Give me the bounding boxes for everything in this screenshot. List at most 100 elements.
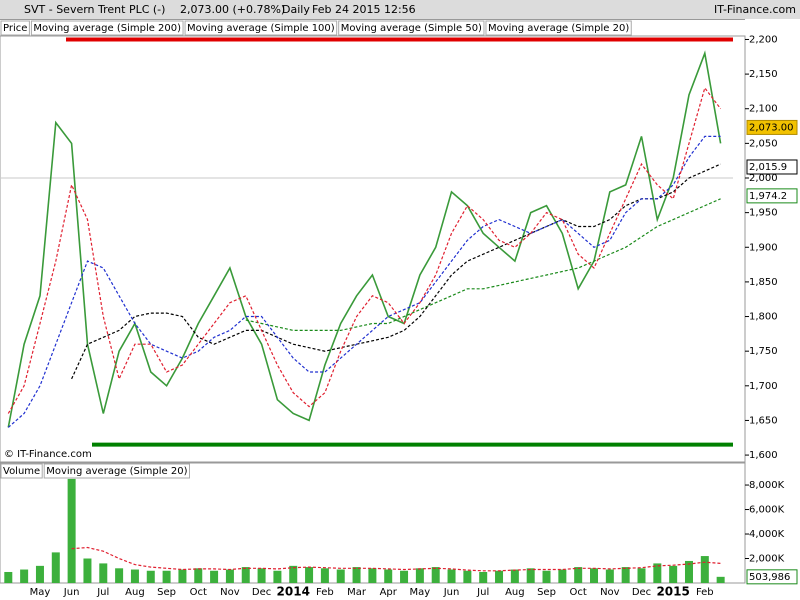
y-tick-label: 1,850: [749, 277, 778, 288]
volume-bar: [495, 570, 504, 583]
volume-bar: [225, 569, 234, 583]
volume-bar: [35, 565, 44, 583]
volume-bar: [415, 568, 424, 583]
x-tick-label: Oct: [190, 587, 207, 598]
y-tick-label: 1,750: [749, 346, 778, 357]
y-tick-label: 2,100: [749, 104, 778, 115]
separator: [0, 19, 745, 20]
legend-box: [0, 463, 43, 479]
volume-bar: [621, 567, 630, 583]
x-tick-label: Feb: [316, 587, 334, 598]
x-tick-label: Sep: [157, 587, 176, 598]
y-tick-label: 1,650: [749, 415, 778, 426]
volume-bar: [479, 571, 488, 583]
volume-bar: [700, 556, 709, 583]
volume-bar: [558, 569, 567, 583]
moving-average-line: [71, 163, 721, 380]
volume-bar: [83, 558, 92, 583]
x-tick-label: 2015: [656, 585, 689, 599]
x-tick-label: Aug: [505, 587, 525, 598]
volume-bar: [368, 568, 377, 583]
y-tick-label: 1,600: [749, 450, 778, 461]
moving-average-line: [245, 198, 721, 331]
volume-bar: [447, 569, 456, 583]
volume-bar: [431, 567, 440, 583]
legend-entry: Moving average (Simple 20): [46, 466, 187, 477]
moving-average-line: [7, 135, 721, 428]
legend-box: [485, 20, 632, 36]
moving-average-line: [7, 86, 722, 414]
volume-bar: [510, 569, 519, 583]
volume-bar: [20, 569, 29, 583]
volume-bar: [684, 560, 693, 583]
legend-box: [43, 463, 190, 479]
legend-entry: Moving average (Simple 50): [341, 23, 482, 34]
value-tag: [746, 119, 798, 135]
x-tick-label: Sep: [537, 587, 556, 598]
volume-bar: [289, 565, 298, 583]
header-timestamp: Feb 24 2015 12:56: [312, 3, 416, 16]
volume-bar: [67, 478, 76, 583]
value-tag-label: 1,974.2: [749, 191, 787, 202]
legend-box: [30, 20, 184, 36]
header-title: SVT - Severn Trent PLC (-): [24, 3, 165, 16]
volume-bar: [590, 568, 599, 583]
volume-bar: [115, 568, 124, 583]
legend-box: [338, 20, 485, 36]
y-tick-label: 6,000K: [749, 505, 785, 516]
volume-bar: [574, 567, 583, 583]
y-tick-label: 1,950: [749, 208, 778, 219]
x-tick-label: Jun: [63, 587, 80, 598]
header-quote: 2,073.00 (+0.78%): [180, 3, 285, 16]
price-line: [7, 50, 722, 428]
x-tick-label: Jun: [443, 587, 460, 598]
x-tick-label: Apr: [380, 587, 398, 598]
volume-bar: [526, 568, 535, 583]
y-tick-label: 1,800: [749, 312, 778, 323]
y-tick-label: 2,000K: [749, 554, 785, 565]
price-panel: [0, 35, 746, 463]
volume-bar: [716, 576, 725, 583]
volume-bar: [194, 568, 203, 583]
watermark: © IT-Finance.com: [4, 449, 92, 460]
value-tag: [746, 569, 798, 585]
y-tick-label: 2,150: [749, 69, 778, 80]
legend-entry: Volume: [3, 466, 40, 477]
x-tick-label: Dec: [252, 587, 271, 598]
volume-bar: [653, 563, 662, 583]
x-tick-label: Nov: [220, 587, 240, 598]
value-tag: [746, 159, 798, 175]
volume-bar: [51, 552, 60, 583]
volume-bar: [605, 569, 614, 583]
volume-bar: [210, 570, 219, 583]
volume-bar: [400, 570, 409, 583]
volume-bar: [320, 568, 329, 583]
volume-bar: [146, 570, 155, 583]
volume-bar: [542, 570, 551, 583]
x-tick-label: Dec: [632, 587, 651, 598]
volume-bar: [130, 569, 139, 583]
legend-entry: Moving average (Simple 20): [488, 23, 629, 34]
volume-bar: [273, 570, 282, 583]
y-tick-label: 2,200: [749, 34, 778, 45]
y-tick-label: 1,900: [749, 242, 778, 253]
volume-bar: [178, 569, 187, 583]
y-tick-label: 2,050: [749, 138, 778, 149]
x-tick-label: Feb: [696, 587, 714, 598]
volume-bar: [336, 569, 345, 583]
header-bar: [0, 0, 800, 19]
volume-bar: [637, 568, 646, 583]
volume-bar: [463, 570, 472, 583]
x-tick-label: Oct: [570, 587, 587, 598]
legend-box: [0, 20, 30, 36]
legend-box: [184, 20, 338, 36]
legend-entry: Price: [3, 23, 27, 34]
x-tick-label: Aug: [125, 587, 145, 598]
volume-panel: [0, 462, 746, 584]
x-tick-label: Jul: [476, 587, 489, 598]
volume-bar: [305, 567, 314, 583]
legend-entry: Moving average (Simple 100): [187, 23, 335, 34]
y-tick-label: 2,000: [749, 173, 778, 184]
header-brand: IT-Finance.com: [714, 3, 796, 16]
